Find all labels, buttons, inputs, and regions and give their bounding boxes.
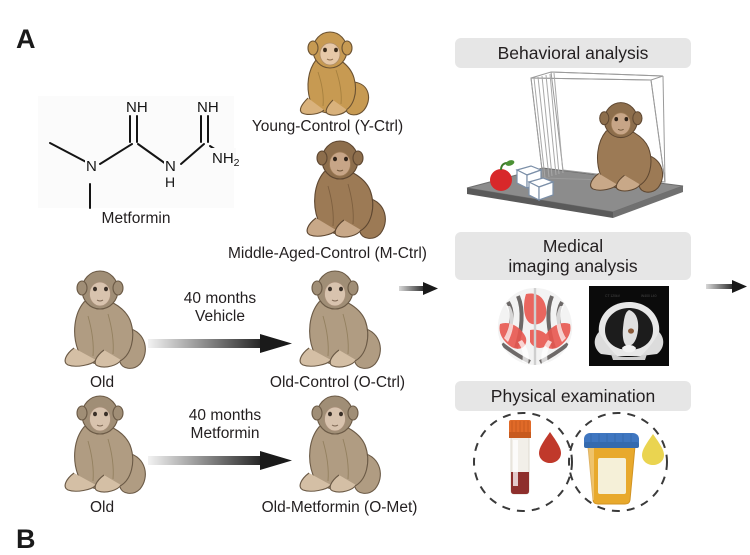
monkey-in-apparatus bbox=[590, 102, 664, 193]
monkey-young-control bbox=[278, 26, 376, 122]
treatment-vehicle-label: 40 months Vehicle bbox=[150, 290, 290, 326]
physical-samples-illustration bbox=[455, 410, 691, 516]
assay-label-behavioral-text: Behavioral analysis bbox=[497, 43, 649, 63]
assay-label-physical: Physical examination bbox=[455, 381, 691, 411]
panel-b-letter: B bbox=[16, 524, 36, 554]
blood-tube-icon bbox=[509, 420, 531, 495]
chem-label-secondary-n: N bbox=[165, 158, 176, 175]
metformin-skeletal-svg: NH NH N N H NH2 bbox=[49, 98, 240, 209]
arrow-to-assays bbox=[399, 281, 439, 297]
treatment-vehicle-duration: 40 months bbox=[183, 290, 257, 307]
svg-text:CT 120kV: CT 120kV bbox=[605, 294, 621, 298]
metformin-caption: Metformin bbox=[101, 210, 171, 227]
caption-young-control: Young-Control (Y-Ctrl) bbox=[251, 118, 404, 135]
caption-old-metformin: Old-Metformin (O-Met) bbox=[261, 499, 418, 516]
cube-icon bbox=[515, 165, 555, 201]
assay-label-imaging-line2: imaging analysis bbox=[508, 256, 638, 276]
assay-label-physical-text: Physical examination bbox=[490, 386, 656, 406]
chem-label-imine-2: NH bbox=[197, 99, 219, 116]
urine-sample-circle bbox=[568, 412, 668, 512]
monkey-old-control bbox=[283, 268, 391, 374]
caption-old-row2: Old bbox=[89, 499, 115, 516]
chest-ct-scan-icon: CT 120kV W400 L40 bbox=[589, 286, 669, 366]
arrow-to-next-panel bbox=[706, 278, 748, 296]
urine-cup-icon bbox=[584, 433, 639, 505]
chem-label-imine-1: NH bbox=[126, 99, 148, 116]
panel-a-letter: A bbox=[16, 24, 36, 54]
monkey-old-metformin bbox=[283, 393, 391, 499]
caption-old-control: Old-Control (O-Ctrl) bbox=[269, 374, 406, 391]
chem-label-secondary-n-h: H bbox=[165, 174, 175, 190]
metformin-structure-box: NH NH N N H NH2 bbox=[38, 96, 240, 209]
assay-label-imaging: Medical imaging analysis bbox=[455, 232, 691, 280]
treatment-metformin-duration: 40 months bbox=[188, 407, 262, 424]
monkey-old-row1 bbox=[48, 268, 156, 374]
arrow-metformin bbox=[148, 450, 294, 472]
apple-icon bbox=[490, 160, 515, 191]
behavioral-apparatus-illustration bbox=[455, 70, 691, 222]
monkey-old-row2 bbox=[48, 393, 156, 499]
brain-activation-map-icon bbox=[492, 286, 578, 368]
assay-label-behavioral: Behavioral analysis bbox=[455, 38, 691, 68]
urine-drop-icon bbox=[642, 434, 664, 465]
treatment-metformin-label: 40 months Metformin bbox=[150, 407, 300, 443]
blood-drop-icon bbox=[539, 432, 561, 463]
svg-text:W400 L40: W400 L40 bbox=[641, 294, 657, 298]
chem-label-tertiary-n: N bbox=[86, 158, 97, 175]
chem-label-amine: NH2 bbox=[212, 150, 240, 169]
arrow-vehicle bbox=[148, 333, 294, 355]
treatment-metformin-agent: Metformin bbox=[190, 425, 260, 442]
assay-label-imaging-line1: Medical bbox=[542, 236, 604, 256]
blood-sample-circle bbox=[473, 412, 573, 512]
caption-middle-aged-control: Middle-Aged-Control (M-Ctrl) bbox=[228, 245, 427, 262]
treatment-vehicle-agent: Vehicle bbox=[195, 308, 245, 325]
monkey-middle-aged-control bbox=[288, 136, 396, 244]
caption-old-row1: Old bbox=[89, 374, 115, 391]
